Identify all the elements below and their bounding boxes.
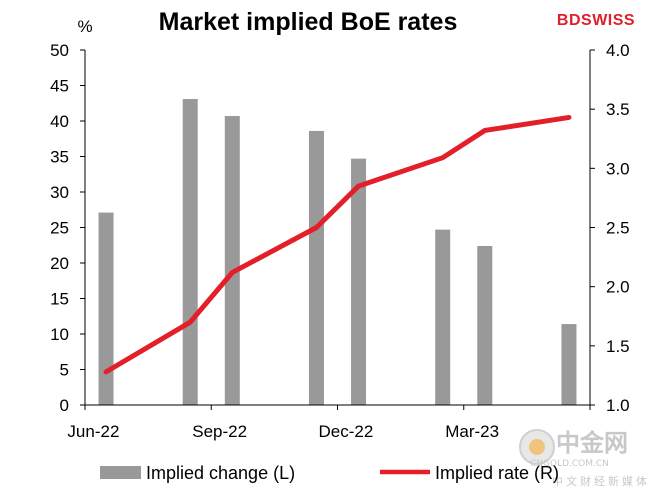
brand-logo: BDSWISS: [557, 12, 635, 29]
left-axis-tick-label: 25: [50, 219, 69, 238]
bar-implied-change: [351, 158, 367, 405]
watermark-url-text: CNGOLD.COM.CN: [530, 459, 609, 469]
right-axis-tick-label: 1.0: [606, 396, 630, 415]
legend-swatch-implied-change: [100, 466, 141, 479]
bar-implied-change: [477, 245, 493, 405]
line-implied-rate: [103, 114, 572, 375]
x-axis-tick-label: Dec-22: [319, 422, 374, 441]
right-axis-tick-label: 2.5: [606, 219, 630, 238]
right-axis-tick-label: 1.5: [606, 337, 630, 356]
legend-label-implied-rate: Implied rate (R): [435, 463, 559, 483]
bar-implied-change: [435, 229, 451, 405]
bar-implied-change: [561, 324, 577, 405]
bar-implied-change: [308, 130, 324, 405]
right-axis-tick-label: 4.0: [606, 41, 630, 60]
left-axis-tick-label: 45: [50, 77, 69, 96]
line-layer: [103, 114, 572, 375]
axes-layer: 0 5 10 15 20 25 30 35 40 45 50 1.0 1.5 2.0 2.5 3.0 3.5 4.…: [50, 41, 630, 441]
left-axis-tick-label: 10: [50, 325, 69, 344]
bar-implied-change: [98, 212, 114, 405]
left-axis-tick-label: 50: [50, 41, 69, 60]
x-axis-tick-label: Sep-22: [192, 422, 247, 441]
x-axis-tick-label: Jun-22: [67, 422, 119, 441]
chart-title: Market implied BoE rates: [159, 8, 458, 36]
watermark-main-text: 中金网: [556, 429, 628, 457]
right-axis-tick-label: 3.0: [606, 159, 630, 178]
left-axis-tick-label: 5: [60, 361, 69, 380]
bars-layer: [98, 98, 577, 406]
left-axis-tick-label: 40: [50, 112, 69, 131]
legend: Implied change (L) Implied rate (R): [100, 463, 559, 483]
bar-implied-change: [182, 98, 198, 406]
left-axis-tick-label: 20: [50, 254, 69, 273]
watermark-tagline-text: 中文财经新媒体: [552, 474, 650, 488]
bar-implied-change: [224, 116, 240, 405]
right-axis-tick-label: 2.0: [606, 278, 630, 297]
left-axis-tick-label: 30: [50, 183, 69, 202]
right-axis-tick-label: 3.5: [606, 100, 630, 119]
x-axis-tick-label: Mar-23: [445, 422, 499, 441]
watermark-logo-inner-icon: [529, 439, 545, 455]
watermark: 中金网 CNGOLD.COM.CN 中文财经新媒体: [519, 429, 650, 488]
legend-label-implied-change: Implied change (L): [146, 463, 295, 483]
left-axis-tick-label: 15: [50, 290, 69, 309]
left-axis-tick-label: 35: [50, 148, 69, 167]
left-axis-unit-label: %: [77, 17, 92, 36]
left-axis-tick-label: 0: [60, 396, 69, 415]
